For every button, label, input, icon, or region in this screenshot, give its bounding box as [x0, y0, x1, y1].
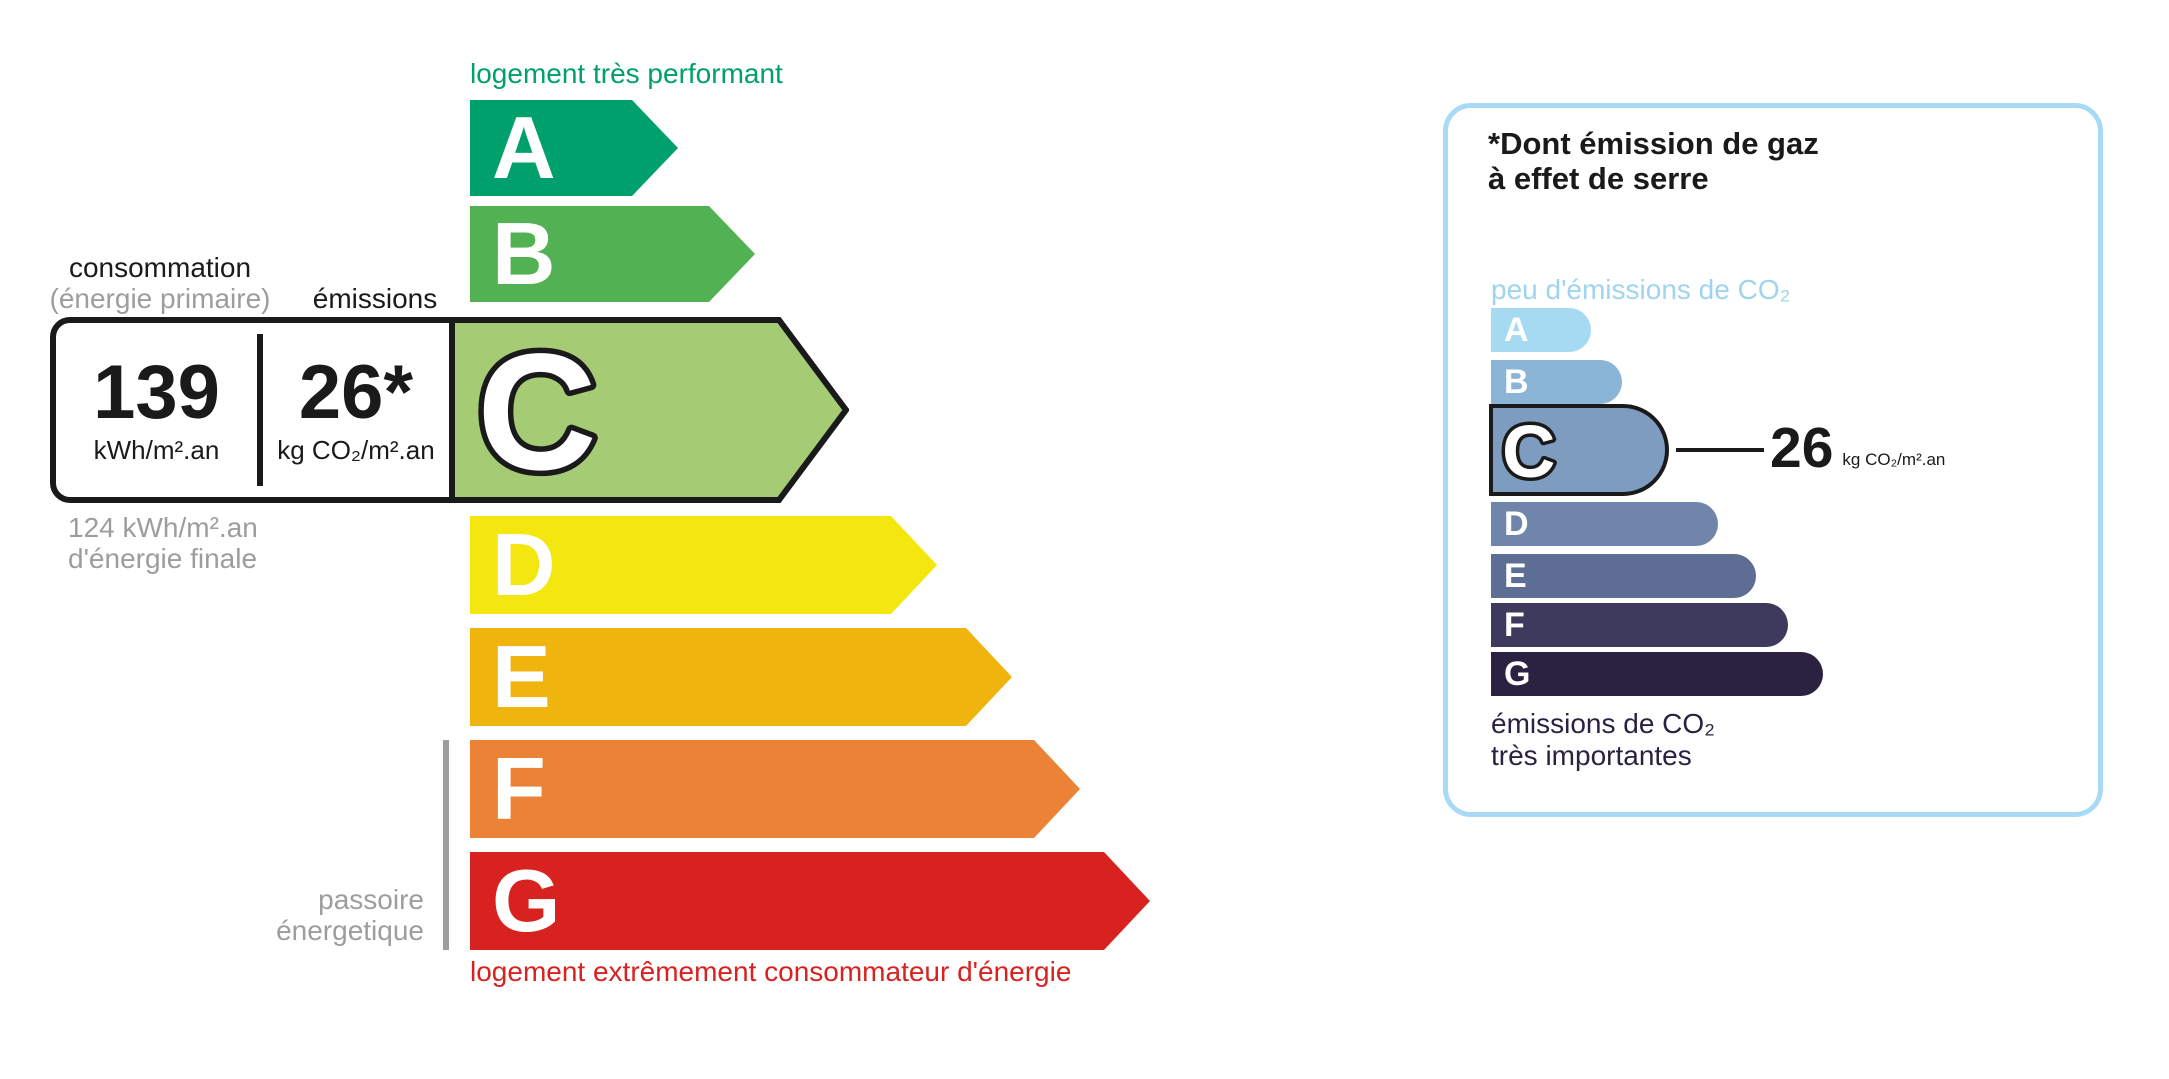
co2-value-connector [1676, 448, 1764, 452]
co2-caption-low: peu d'émissions de CO₂ [1491, 274, 1791, 305]
emissions-value: 26* [298, 349, 414, 435]
co2-value-annotation: 26 kg CO₂/m².an [1770, 420, 1945, 477]
passoire-label: passoire énergetique [174, 884, 424, 946]
passoire-label-line2: énergetique [276, 915, 424, 946]
final-energy-note-line1: 124 kWh/m².an [68, 512, 258, 543]
co2-class-c-letter: C [1502, 410, 1555, 493]
co2-class-e-bar: E [1491, 554, 1756, 598]
energy-class-e-letter: E [492, 627, 551, 726]
passoire-label-line1: passoire [318, 884, 424, 915]
co2-caption-high-line2: très importantes [1491, 740, 1692, 771]
consumption-value-cell: 139 kWh/m².an [56, 323, 257, 497]
energy-class-f-bar: F [470, 740, 1080, 838]
value-box-divider [256, 334, 263, 486]
energy-class-b-letter: B [492, 204, 556, 303]
co2-panel-title: *Dont émission de gaz à effet de serre [1488, 126, 1819, 196]
value-box: 139 kWh/m².an 26* kg CO₂/m².an [50, 317, 455, 503]
co2-class-a-letter: A [1504, 311, 1529, 349]
co2-class-f-letter: F [1504, 606, 1525, 644]
energy-class-a-bar: A [470, 100, 678, 196]
co2-class-g-bar: G [1491, 652, 1823, 696]
final-energy-note-line2: d'énergie finale [68, 543, 258, 574]
co2-caption-high-line1: émissions de CO₂ [1491, 708, 1716, 739]
emissions-unit: kg CO₂/m².an [277, 434, 435, 465]
energy-class-c-letter: C [477, 320, 597, 503]
energy-class-c-arrow: C [449, 317, 849, 503]
header-consumption: consommation (énergie primaire) [30, 252, 290, 314]
co2-panel-title-line2: à effet de serre [1488, 161, 1709, 196]
caption-very-consuming: logement extrêmement consommateur d'éner… [470, 956, 1072, 987]
header-emissions-label: émissions [312, 283, 438, 314]
energy-class-b-bar: B [470, 206, 755, 302]
energy-class-d-bar: D [470, 516, 937, 614]
energy-class-e-bar: E [470, 628, 1012, 726]
consumption-unit: kWh/m².an [93, 434, 220, 465]
energy-class-f-letter: F [492, 739, 546, 838]
co2-class-b-letter: B [1504, 363, 1529, 401]
co2-class-g-letter: G [1504, 655, 1531, 693]
final-energy-note: 124 kWh/m².an d'énergie finale [68, 512, 258, 574]
co2-value-unit: kg CO₂/m².an [1842, 450, 1946, 469]
co2-class-f-bar: F [1491, 603, 1788, 647]
co2-class-c-shape [1489, 404, 1669, 496]
co2-panel: *Dont émission de gaz à effet de serre p… [1443, 103, 2103, 817]
header-consumption-sublabel: (énergie primaire) [49, 283, 271, 314]
caption-very-efficient: logement très performant [470, 58, 783, 89]
consumption-value: 139 [93, 349, 220, 435]
energy-class-c-arrow-shape [449, 317, 849, 503]
co2-value: 26 [1770, 416, 1834, 480]
energy-class-g-letter: G [492, 851, 561, 950]
co2-caption-high: émissions de CO₂ très importantes [1491, 708, 1715, 772]
emissions-value-cell: 26* kg CO₂/m².an [263, 323, 449, 497]
passoire-rule [443, 740, 449, 950]
co2-panel-title-line1: *Dont émission de gaz [1488, 126, 1819, 161]
header-consumption-label: consommation [68, 252, 252, 283]
co2-class-d-bar: D [1491, 502, 1718, 546]
co2-class-d-letter: D [1504, 505, 1529, 543]
co2-class-a-bar: A [1491, 308, 1591, 352]
co2-class-e-letter: E [1504, 557, 1527, 595]
co2-class-c-bar: C [1489, 404, 1669, 496]
energy-class-a-letter: A [492, 98, 556, 197]
co2-class-b-bar: B [1491, 360, 1622, 404]
energy-class-g-bar: G [470, 852, 1150, 950]
energy-class-d-letter: D [492, 515, 556, 614]
